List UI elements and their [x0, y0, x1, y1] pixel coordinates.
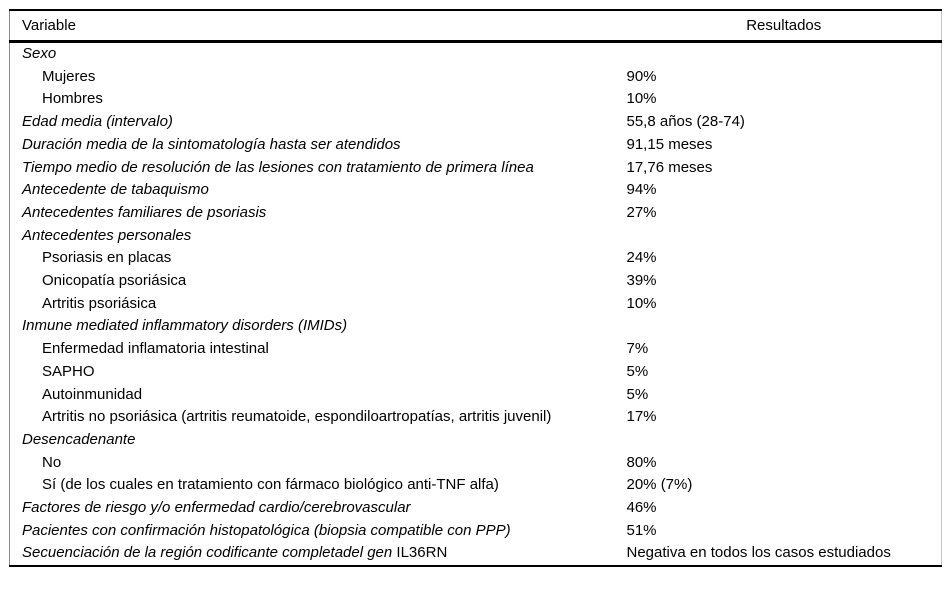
row-value: 39% [626, 272, 657, 290]
table-row: Artritis psoriásica 10% [10, 293, 942, 316]
row-label: Onicopatía psoriásica [42, 272, 187, 290]
table-row: Inmune mediated inflammatory disorders (… [10, 315, 942, 338]
row-value: 90% [626, 67, 657, 85]
table-body: Sexo Mujeres 90% Hombres 10% Edad media … [10, 42, 942, 567]
row-label-gene: IL36RN [396, 544, 448, 562]
row-value: 5% [626, 362, 649, 380]
row-value [627, 42, 942, 66]
row-label: Antecedentes familiares de psoriasis [22, 203, 267, 221]
row-value: 5% [626, 385, 649, 403]
row-label: Enfermedad inflamatoria intestinal [42, 340, 269, 358]
table-row: Factores de riesgo y/o enfermedad cardio… [10, 497, 942, 520]
row-value: 46% [626, 499, 657, 517]
row-label: Artritis no psoriásica (artritis reumato… [42, 408, 552, 426]
row-value: 7% [626, 340, 649, 358]
row-label: Psoriasis en placas [42, 249, 172, 267]
table-row: Artritis no psoriásica (artritis reumato… [10, 406, 942, 429]
row-label: Artritis psoriásica [42, 294, 157, 312]
row-value: 55,8 años (28-74) [626, 113, 745, 131]
row-label: Duración media de la sintomatología hast… [22, 135, 401, 153]
row-label: Pacientes con confirmación histopatológi… [22, 521, 511, 539]
table-row: Desencadenante [10, 429, 942, 452]
row-value: 24% [626, 249, 657, 267]
row-value: 51% [626, 521, 657, 539]
table-row: Pacientes con confirmación histopatológi… [10, 520, 942, 543]
row-label: Sexo [22, 45, 57, 62]
row-label: Secuenciación de la región codificante c… [22, 544, 397, 562]
table-row: Antecedentes personales [10, 225, 942, 248]
row-value [627, 225, 942, 248]
table-row: SAPHO 5% [10, 361, 942, 384]
table-row: Onicopatía psoriásica 39% [10, 270, 942, 293]
row-label: Desencadenante [22, 430, 136, 448]
row-label: Antecedentes personales [22, 226, 192, 244]
row-value: 17% [626, 408, 657, 426]
row-value: 80% [626, 453, 657, 471]
row-value: Negativa en todos los casos estudiados [626, 544, 891, 562]
table-row: Autoinmunidad 5% [10, 384, 942, 407]
table-row: Sexo [10, 42, 942, 66]
table-row: Hombres 10% [10, 88, 942, 111]
table-row: Psoriasis en placas 24% [10, 247, 942, 270]
row-value [627, 315, 942, 338]
table-row: Duración media de la sintomatología hast… [10, 134, 942, 157]
table-row: Edad media (intervalo) 55,8 años (28-74) [10, 111, 942, 134]
table-row: Mujeres 90% [10, 66, 942, 89]
table-row: Antecedentes familiares de psoriasis 27% [10, 202, 942, 225]
table-row: Secuenciación de la región codificante c… [10, 542, 942, 566]
table-row: Tiempo medio de resolución de las lesion… [10, 157, 942, 180]
row-label: Factores de riesgo y/o enfermedad cardio… [22, 499, 411, 517]
row-value: 91,15 meses [626, 135, 713, 153]
row-label: Mujeres [42, 67, 96, 85]
row-value: 20% (7%) [626, 476, 693, 494]
row-label: Autoinmunidad [42, 385, 143, 403]
row-label: Antecedente de tabaquismo [22, 181, 209, 199]
table-row: Antecedente de tabaquismo 94% [10, 179, 942, 202]
column-header-resultados: Resultados [626, 10, 942, 43]
column-header-variable: Variable [9, 10, 627, 43]
row-value [627, 429, 942, 452]
table-row: No 80% [10, 452, 942, 475]
results-table: Variable Resultados Sexo Mujeres 90% Hom… [9, 9, 942, 568]
row-value: 94% [626, 181, 657, 199]
row-value: 27% [626, 203, 657, 221]
row-label: SAPHO [42, 362, 95, 380]
row-value: 10% [626, 294, 657, 312]
table-header: Variable Resultados [9, 10, 942, 43]
row-label: Sí (de los cuales en tratamiento con fár… [42, 476, 499, 494]
row-label: Inmune mediated inflammatory disorders (… [22, 317, 348, 335]
row-label: Tiempo medio de resolución de las lesion… [22, 158, 534, 176]
row-label: Hombres [42, 90, 103, 108]
table-row: Sí (de los cuales en tratamiento con fár… [10, 474, 942, 497]
row-value: 17,76 meses [626, 158, 713, 176]
table-row: Enfermedad inflamatoria intestinal 7% [10, 338, 942, 361]
row-label: No [42, 453, 62, 471]
row-value: 10% [626, 90, 657, 108]
row-label: Edad media (intervalo) [22, 113, 173, 131]
